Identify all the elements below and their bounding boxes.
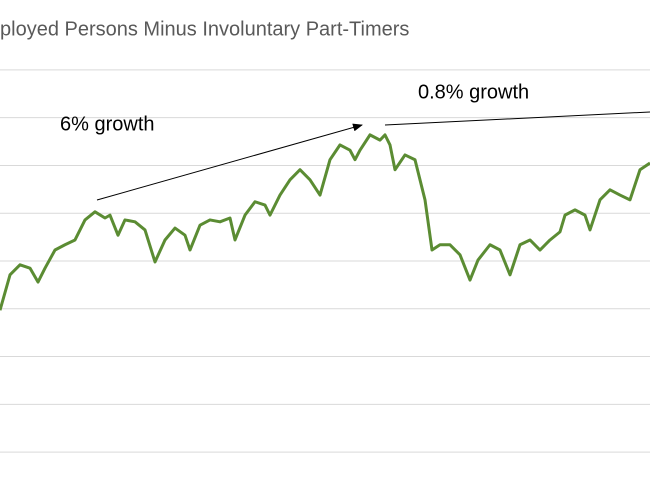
chart-title: ployed Persons Minus Involuntary Part-Ti…: [0, 18, 409, 40]
annotation: 0.8% growth: [418, 81, 529, 103]
data-line: [0, 133, 650, 311]
annotation: 6% growth: [60, 113, 155, 135]
arrow: [384, 111, 650, 126]
arrow: [96, 123, 363, 201]
